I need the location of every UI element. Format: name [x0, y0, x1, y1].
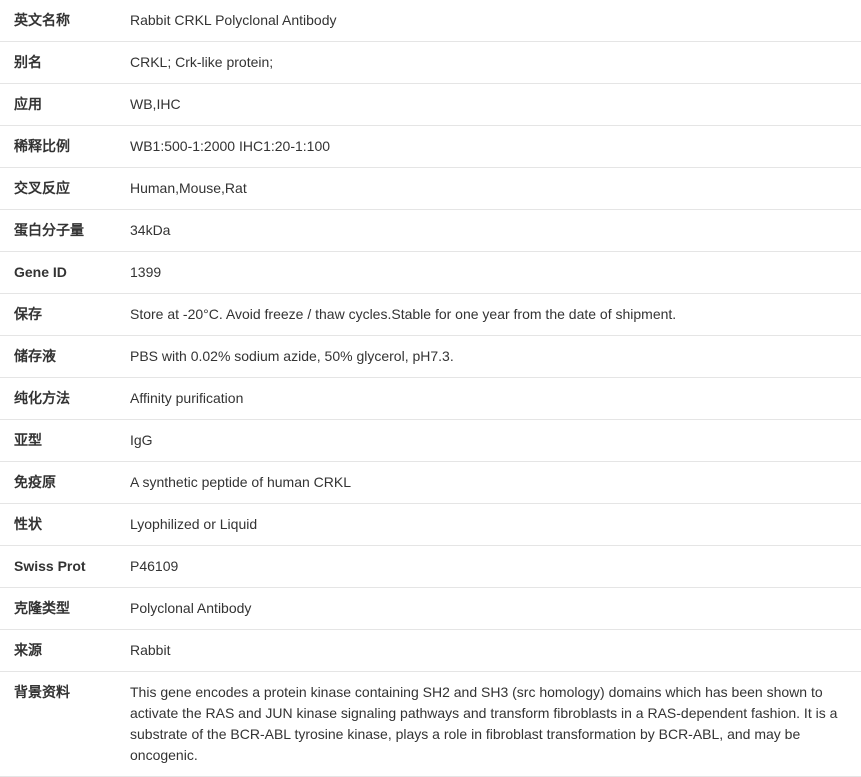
table-row: 英文名称 Rabbit CRKL Polyclonal Antibody: [0, 0, 861, 42]
row-label: 性状: [0, 504, 130, 546]
row-value: Store at -20°C. Avoid freeze / thaw cycl…: [130, 294, 861, 336]
row-value: CRKL; Crk-like protein;: [130, 42, 861, 84]
table-row: 稀释比例 WB1:500-1:2000 IHC1:20-1:100: [0, 126, 861, 168]
row-label: 稀释比例: [0, 126, 130, 168]
row-value: IgG: [130, 420, 861, 462]
table-row: 克隆类型 Polyclonal Antibody: [0, 588, 861, 630]
row-label: 交叉反应: [0, 168, 130, 210]
table-row: 保存 Store at -20°C. Avoid freeze / thaw c…: [0, 294, 861, 336]
spec-table-body: 英文名称 Rabbit CRKL Polyclonal Antibody 别名 …: [0, 0, 861, 777]
row-label: Gene ID: [0, 252, 130, 294]
row-label: 别名: [0, 42, 130, 84]
row-label: 储存液: [0, 336, 130, 378]
row-label: 亚型: [0, 420, 130, 462]
table-row: 性状 Lyophilized or Liquid: [0, 504, 861, 546]
row-value: P46109: [130, 546, 861, 588]
row-label: 蛋白分子量: [0, 210, 130, 252]
table-row: 亚型 IgG: [0, 420, 861, 462]
table-row: 背景资料 This gene encodes a protein kinase …: [0, 672, 861, 777]
row-label: Swiss Prot: [0, 546, 130, 588]
row-value: Rabbit CRKL Polyclonal Antibody: [130, 0, 861, 42]
row-value: Polyclonal Antibody: [130, 588, 861, 630]
row-label: 应用: [0, 84, 130, 126]
table-row: Swiss Prot P46109: [0, 546, 861, 588]
table-row: 来源 Rabbit: [0, 630, 861, 672]
table-row: 免疫原 A synthetic peptide of human CRKL: [0, 462, 861, 504]
spec-table: 英文名称 Rabbit CRKL Polyclonal Antibody 别名 …: [0, 0, 861, 777]
row-label: 免疫原: [0, 462, 130, 504]
row-value: Rabbit: [130, 630, 861, 672]
table-row: 储存液 PBS with 0.02% sodium azide, 50% gly…: [0, 336, 861, 378]
row-value: This gene encodes a protein kinase conta…: [130, 672, 861, 777]
row-label: 保存: [0, 294, 130, 336]
row-value: 1399: [130, 252, 861, 294]
table-row: 别名 CRKL; Crk-like protein;: [0, 42, 861, 84]
table-row: 蛋白分子量 34kDa: [0, 210, 861, 252]
row-value: Affinity purification: [130, 378, 861, 420]
row-label: 纯化方法: [0, 378, 130, 420]
row-label: 来源: [0, 630, 130, 672]
table-row: 交叉反应 Human,Mouse,Rat: [0, 168, 861, 210]
row-label: 背景资料: [0, 672, 130, 777]
table-row: 应用 WB,IHC: [0, 84, 861, 126]
row-value: PBS with 0.02% sodium azide, 50% glycero…: [130, 336, 861, 378]
row-value: Human,Mouse,Rat: [130, 168, 861, 210]
row-value: Lyophilized or Liquid: [130, 504, 861, 546]
table-row: 纯化方法 Affinity purification: [0, 378, 861, 420]
row-value: WB1:500-1:2000 IHC1:20-1:100: [130, 126, 861, 168]
row-label: 英文名称: [0, 0, 130, 42]
row-value: WB,IHC: [130, 84, 861, 126]
row-value: 34kDa: [130, 210, 861, 252]
table-row: Gene ID 1399: [0, 252, 861, 294]
row-label: 克隆类型: [0, 588, 130, 630]
row-value: A synthetic peptide of human CRKL: [130, 462, 861, 504]
